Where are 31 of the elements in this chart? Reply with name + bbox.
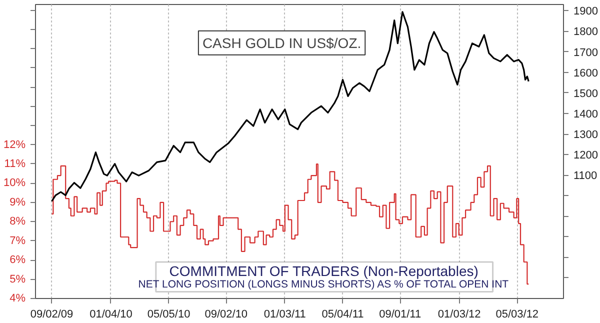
x-tick-label: 01/03/12 (438, 308, 481, 320)
line-series (50, 11, 530, 202)
y2-tick-label: 1200 (574, 150, 598, 162)
y-tick-label: 9% (10, 196, 26, 208)
y2-tick-label: 1900 (574, 6, 598, 18)
y-tick-label: 10% (3, 177, 26, 190)
y2-tick-label: 1300 (574, 129, 598, 142)
y-tick-label: 12% (3, 138, 26, 151)
y2-tick-label: 1500 (574, 88, 598, 100)
x-tick-label: 05/03/12 (496, 308, 539, 320)
y-tick-label: 7% (10, 234, 26, 247)
y2-tick-label: 1400 (574, 108, 598, 120)
y-tick-label: 8% (10, 216, 26, 228)
y-tick-label: 11% (4, 158, 26, 170)
x-tick-label: 09/02/10 (204, 308, 248, 320)
x-tick-label: 05/05/10 (147, 308, 190, 320)
y2-tick-label: 1700 (574, 46, 598, 59)
y2-tick-label: 1100 (574, 170, 598, 182)
y-tick-label: 4% (10, 292, 26, 304)
y2-tick-label: 1800 (574, 26, 598, 38)
x-tick-label: 05/04/11 (322, 308, 364, 320)
text: COMMITMENT OF TRADERS (Non-Reportables) (169, 262, 478, 279)
annotation: NET LONG POSITION (LONGS MINUS SHORTS) AS % OF TOTAL OPEN INT (138, 278, 510, 291)
x-tick-label: 01/04/10 (90, 308, 132, 320)
y2-tick-label: 1600 (574, 67, 598, 80)
x-tick-label: 09/02/09 (30, 308, 74, 320)
y-tick-label: 5% (10, 273, 26, 286)
x-tick-label: 09/01/11 (379, 308, 422, 320)
y-tick-label: 6% (10, 254, 26, 266)
series-label: CASH GOLD IN US$/OZ. (202, 34, 362, 51)
x-tick-label: 01/03/11 (264, 308, 306, 320)
